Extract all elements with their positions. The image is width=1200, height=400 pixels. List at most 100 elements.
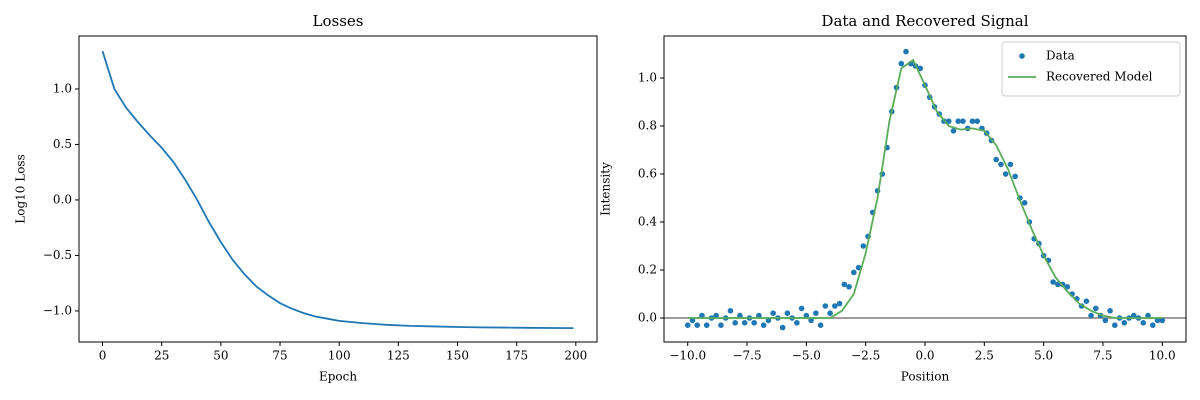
- y-tick-label: −0.5: [43, 248, 72, 262]
- plot-frame: [78, 35, 598, 343]
- data-point: [694, 322, 701, 329]
- data-point: [1107, 308, 1113, 314]
- data-point: [945, 118, 952, 124]
- x-axis-label: Position: [901, 370, 950, 384]
- data-point: [1121, 320, 1128, 326]
- data-point: [1064, 284, 1071, 290]
- data-point: [974, 118, 980, 124]
- data-point: [779, 324, 786, 331]
- data-point: [699, 312, 705, 319]
- data-point: [969, 118, 976, 124]
- y-tick-label: 0.2: [638, 263, 657, 277]
- y-axis-label: Intensity: [599, 162, 613, 216]
- chart-title: Losses: [313, 12, 364, 30]
- data-point: [832, 303, 838, 309]
- x-tick-label: 150: [446, 349, 469, 363]
- x-tick-label: −5.0: [792, 349, 821, 363]
- data-point: [808, 317, 814, 324]
- data-point: [765, 317, 772, 324]
- data-point: [817, 322, 824, 329]
- y-tick-label: −1.0: [43, 303, 72, 317]
- x-tick-label: 125: [387, 349, 410, 363]
- data-point: [741, 320, 748, 326]
- data-point: [1050, 279, 1056, 285]
- data-point: [803, 312, 810, 319]
- data-point: [732, 320, 738, 326]
- y-tick-label: 1.0: [53, 81, 72, 95]
- y-tick-label: 0.0: [638, 311, 657, 325]
- data-point: [955, 118, 962, 124]
- x-tick-label: 25: [154, 349, 169, 363]
- data-point: [855, 264, 862, 271]
- data-point: [917, 65, 924, 72]
- x-tick-label: 200: [564, 349, 587, 363]
- x-tick-label: 75: [272, 349, 287, 363]
- data-point: [827, 310, 833, 317]
- legend-label: Data: [1046, 49, 1075, 63]
- x-axis-label: Epoch: [319, 370, 357, 384]
- data-point: [998, 161, 1004, 168]
- data-point: [898, 60, 905, 67]
- x-tick-label: −10.0: [669, 349, 706, 363]
- data-point: [1083, 298, 1090, 305]
- data-point: [1145, 312, 1151, 319]
- data-point: [703, 322, 710, 329]
- x-tick-label: −2.5: [851, 349, 880, 363]
- y-tick-label: 0.0: [53, 192, 72, 206]
- data-point: [1088, 312, 1094, 319]
- x-tick-label: 0.0: [915, 349, 934, 363]
- data-point: [1012, 173, 1018, 180]
- data-point: [737, 312, 743, 319]
- x-tick-label: 7.5: [1093, 349, 1112, 363]
- chart-title: Data and Recovered Signal: [821, 12, 1028, 30]
- data-point: [1007, 161, 1014, 168]
- data-point: [756, 312, 762, 319]
- data-point: [1159, 317, 1166, 324]
- data-point: [1002, 171, 1009, 177]
- x-tick-label: 0: [99, 349, 107, 363]
- data-point: [1021, 200, 1028, 206]
- x-tick-label: 5.0: [1034, 349, 1053, 363]
- data-point: [1112, 322, 1118, 329]
- data-point: [860, 243, 867, 249]
- plot-frame: [663, 35, 1187, 343]
- data-point: [1154, 317, 1161, 324]
- data-point: [798, 305, 805, 312]
- y-tick-label: 0.4: [638, 215, 657, 229]
- data-point: [727, 308, 734, 314]
- legend-label: Recovered Model: [1046, 70, 1153, 84]
- data-point: [784, 310, 791, 317]
- data-point: [841, 281, 848, 288]
- data-point: [822, 303, 829, 309]
- data-point: [903, 48, 909, 55]
- data-point: [950, 128, 957, 134]
- data-point: [960, 118, 966, 124]
- data-point: [751, 320, 757, 326]
- data-point: [993, 156, 999, 163]
- data-point: [851, 269, 857, 276]
- data-point: [713, 312, 719, 319]
- data-point: [1093, 305, 1099, 312]
- y-tick-label: 0.5: [53, 137, 72, 151]
- line-series: [687, 58, 1163, 319]
- data-point: [1140, 320, 1147, 326]
- data-point: [794, 320, 800, 326]
- data-point: [1149, 322, 1156, 329]
- y-axis-label: Log10 Loss: [14, 154, 28, 223]
- legend-box: [1001, 41, 1181, 97]
- line-series: [101, 50, 574, 330]
- data-point: [836, 300, 843, 307]
- x-tick-label: 2.5: [975, 349, 994, 363]
- data-point: [1131, 312, 1137, 319]
- data-point: [760, 322, 767, 329]
- x-tick-label: 175: [505, 349, 528, 363]
- y-tick-label: 0.8: [638, 119, 657, 133]
- y-tick-label: 1.0: [638, 71, 657, 85]
- legend-swatch: [1019, 53, 1025, 59]
- data-point: [813, 310, 819, 317]
- x-tick-label: 50: [213, 349, 228, 363]
- x-tick-label: −7.5: [732, 349, 761, 363]
- data-point: [1102, 317, 1109, 324]
- data-point: [684, 322, 691, 329]
